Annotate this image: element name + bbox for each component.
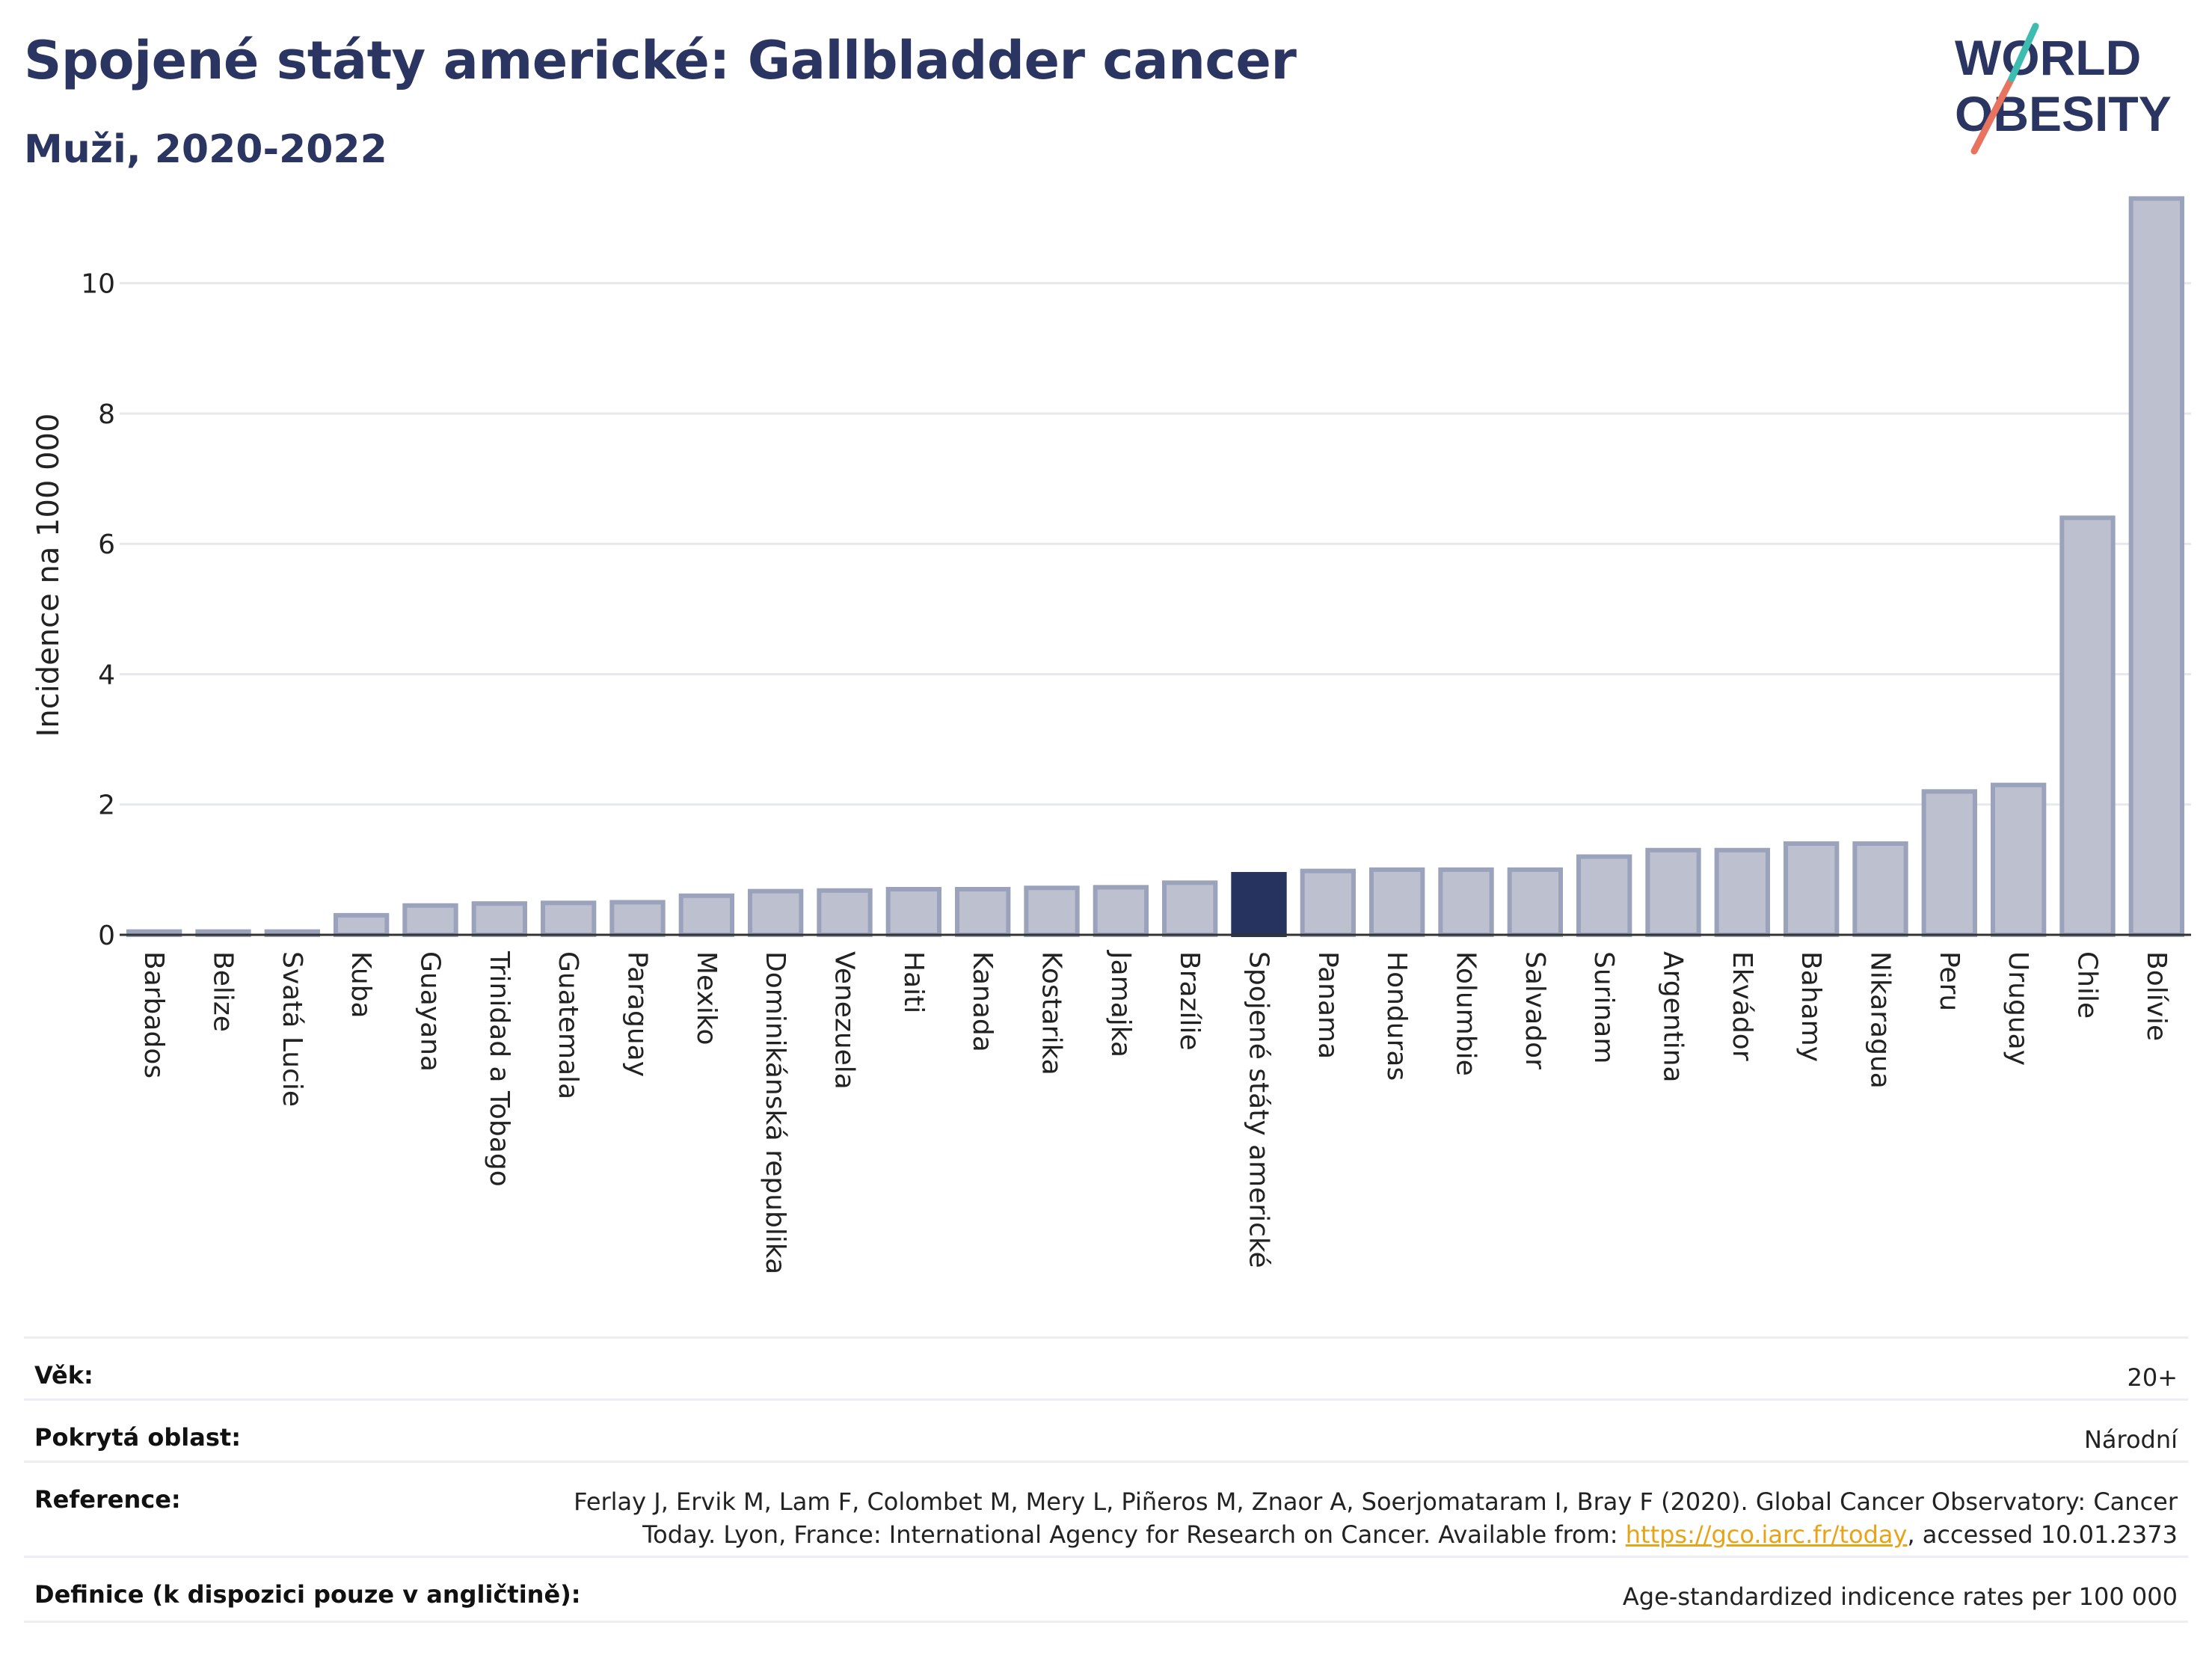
x-tick-label: Guatemala <box>553 951 583 1099</box>
logo-slash-teal <box>2008 22 2039 82</box>
bar <box>334 912 390 937</box>
x-tick-label: Barbados <box>138 951 169 1078</box>
x-tick-label: Paraguay <box>622 951 653 1077</box>
x-tick-label: Bolívie <box>2141 951 2172 1041</box>
x-tick-label: Kanada <box>967 951 998 1052</box>
x-tick-label: Mexiko <box>691 951 722 1045</box>
bar <box>1784 841 1840 937</box>
x-tick-label: Panama <box>1312 951 1343 1059</box>
info-table: Věk: 20+ Pokrytá oblast: Národní Referen… <box>24 1336 2188 1623</box>
x-tick-label: Guayana <box>415 951 446 1072</box>
info-value-reference: Ferlay J, Ervik M, Lam F, Colombet M, Me… <box>574 1485 2178 1551</box>
x-tick-label: Brazílie <box>1174 951 1205 1051</box>
x-tick-label: Kolumbie <box>1451 951 1481 1076</box>
bar <box>885 887 941 937</box>
y-tick-label: 2 <box>98 790 115 821</box>
y-tick-label: 8 <box>98 399 115 430</box>
info-key-age: Věk: <box>34 1361 93 1390</box>
x-tick-label: Venezuela <box>829 951 860 1090</box>
y-tick-label: 0 <box>98 921 115 951</box>
bar <box>402 903 458 937</box>
x-tick-label: Chile <box>2072 951 2103 1019</box>
info-key-coverage: Pokrytá oblast: <box>34 1423 241 1452</box>
info-value-coverage: Národní <box>2083 1425 2178 1454</box>
x-tick-label: Salvador <box>1520 951 1550 1069</box>
bar <box>1300 868 1356 938</box>
bar <box>1024 885 1080 938</box>
x-tick-label: Peru <box>1934 951 1964 1011</box>
x-tick-label: Argentina <box>1658 951 1689 1083</box>
x-tick-label: Kostarika <box>1036 951 1067 1075</box>
x-tick-label: Kuba <box>345 951 376 1019</box>
bar <box>1714 847 1770 938</box>
bar <box>678 893 734 937</box>
bar <box>1507 867 1563 937</box>
bar <box>1991 782 2047 937</box>
bar <box>817 888 873 938</box>
info-value-age: 20+ <box>2127 1363 2178 1392</box>
x-tick-label: Svatá Lucie <box>277 951 307 1107</box>
info-row-age: Věk: 20+ <box>24 1336 2188 1398</box>
bar <box>541 900 597 937</box>
x-tick-label: Jamajka <box>1105 950 1136 1057</box>
bar <box>1231 871 1287 938</box>
bar-chart: 0 2 4 6 8 10 Incidence na 100 000 Barbados Beliz… <box>31 196 2191 1274</box>
y-axis-label: Incidence na 100 000 <box>31 414 66 737</box>
bar <box>1576 854 1632 937</box>
x-tick-label: Haiti <box>898 951 929 1013</box>
x-tick-label: Spojené státy americké <box>1244 951 1274 1268</box>
x-tick-label: Honduras <box>1381 951 1412 1081</box>
y-tick-label: 6 <box>98 529 115 560</box>
x-tick-label: Nikaragua <box>1865 951 1896 1089</box>
bar <box>1645 847 1701 938</box>
bar <box>609 900 666 938</box>
chart-title: Spojené státy americké: Gallbladder canc… <box>24 30 1297 91</box>
x-tick-label: Surinam <box>1588 951 1619 1063</box>
reference-text: Today. Lyon, France: International Agenc… <box>642 1520 1626 1549</box>
info-row-reference: Reference: Ferlay J, Ervik M, Lam F, Col… <box>24 1461 2188 1556</box>
chart-subtitle: Muži, 2020-2022 <box>24 127 387 172</box>
x-tick-label: Dominikánská republika <box>760 951 790 1274</box>
reference-line-2: Today. Lyon, France: International Agenc… <box>574 1518 2178 1551</box>
bar <box>2128 196 2184 937</box>
x-tick-label: Trinidad a Tobago <box>484 951 514 1187</box>
reference-accessed: , accessed 10.01.2373 <box>1907 1520 2178 1549</box>
info-key-reference: Reference: <box>34 1485 181 1514</box>
reference-link[interactable]: https://gco.iarc.fr/today <box>1625 1520 1908 1549</box>
info-row-coverage: Pokrytá oblast: Národní <box>24 1398 2188 1461</box>
bar <box>1921 789 1977 937</box>
y-tick-label: 4 <box>98 660 115 690</box>
bar <box>1369 867 1425 937</box>
y-tick-label: 10 <box>81 269 115 300</box>
bar <box>2059 515 2116 937</box>
bar <box>1852 841 1908 937</box>
info-row-definition: Definice (k dispozici pouze v angličtině… <box>24 1556 2188 1623</box>
logo-slash-red <box>1970 75 2015 155</box>
bar <box>955 887 1011 937</box>
x-tick-label: Uruguay <box>2003 951 2033 1066</box>
bar <box>471 901 527 937</box>
x-tick-label: Belize <box>208 951 239 1032</box>
bar <box>1438 867 1494 937</box>
logo-text-world: WORLD <box>1955 30 2141 85</box>
info-value-definition: Age-standardized indicence rates per 100… <box>1622 1582 2178 1611</box>
info-key-definition: Definice (k dispozici pouze v angličtině… <box>34 1580 581 1609</box>
world-obesity-logo: WORLD OBESITY <box>1955 22 2172 155</box>
reference-line-1: Ferlay J, Ervik M, Lam F, Colombet M, Me… <box>574 1487 2178 1516</box>
x-tick-label: Ekvádor <box>1727 951 1757 1061</box>
bar <box>1162 880 1218 937</box>
bar <box>1093 885 1149 937</box>
x-tick-label: Bahamy <box>1795 951 1826 1062</box>
bar <box>748 888 804 937</box>
